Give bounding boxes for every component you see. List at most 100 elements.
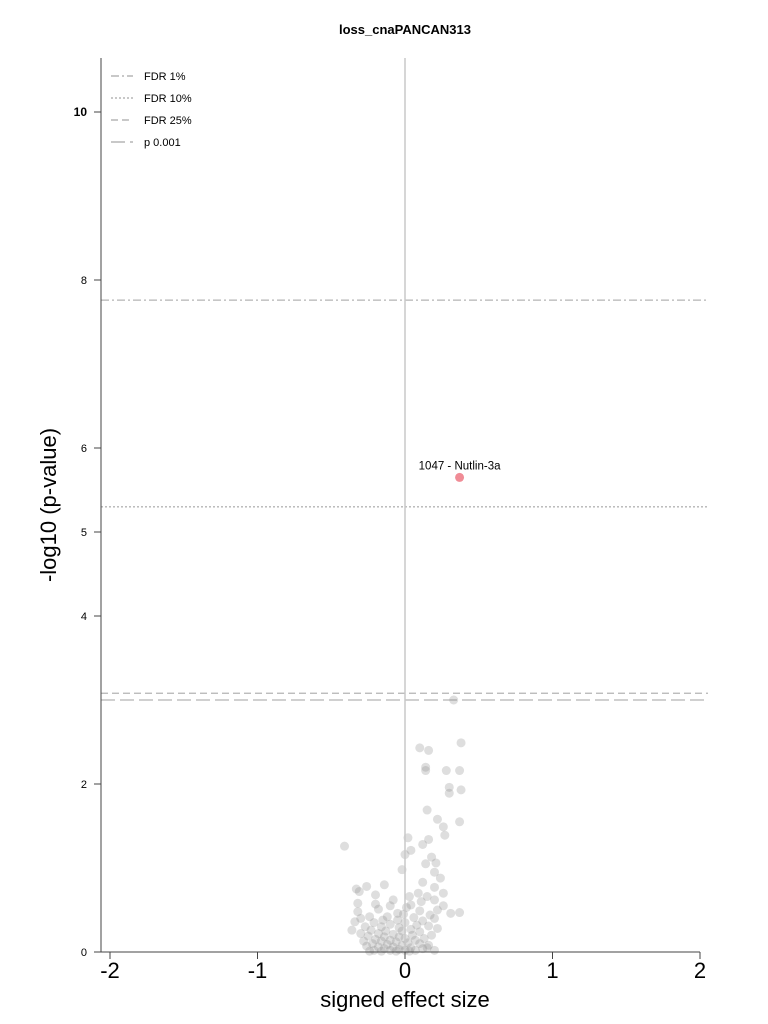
data-point	[362, 941, 372, 951]
x-axis-label: signed effect size	[320, 987, 490, 1012]
data-point	[455, 817, 465, 827]
highlight-point	[455, 472, 465, 482]
data-point	[425, 910, 435, 920]
data-point	[388, 942, 398, 952]
data-point	[381, 926, 391, 936]
data-point	[431, 858, 441, 868]
x-tick-label: 2	[694, 958, 706, 983]
data-point	[353, 898, 363, 908]
data-point	[393, 915, 403, 925]
data-point	[376, 946, 386, 956]
x-tick-label: -2	[100, 958, 120, 983]
data-point	[350, 917, 360, 927]
y-tick-label: 4	[81, 611, 87, 623]
data-point	[456, 785, 466, 795]
data-point	[412, 920, 422, 930]
y-tick-label: 0	[81, 947, 87, 959]
data-point	[359, 936, 369, 946]
data-point	[418, 877, 428, 887]
data-point	[379, 880, 389, 890]
data-point	[410, 945, 420, 955]
legend: FDR 1% FDR 10% FDR 25% p 0.001	[111, 71, 192, 149]
data-point	[406, 845, 416, 855]
data-point	[406, 943, 416, 953]
y-tick-label: 5	[81, 527, 87, 539]
data-point	[354, 887, 364, 897]
data-point	[438, 822, 448, 832]
data-point	[440, 830, 450, 840]
data-point	[430, 945, 439, 955]
data-point	[404, 892, 414, 902]
legend-label: FDR 10%	[144, 93, 192, 105]
data-point	[430, 882, 439, 892]
data-point	[444, 782, 454, 792]
data-point	[444, 788, 454, 798]
y-tick-label: 10	[74, 105, 88, 119]
data-point	[379, 932, 389, 942]
data-point	[438, 888, 448, 898]
data-point	[371, 899, 380, 909]
data-point	[385, 919, 395, 929]
data-point	[455, 908, 465, 918]
data-point	[410, 935, 420, 945]
data-point	[379, 944, 389, 954]
data-point	[432, 923, 442, 933]
data-point	[430, 913, 439, 923]
data-point	[424, 940, 434, 950]
data-point	[363, 931, 373, 941]
data-point	[373, 929, 383, 939]
data-point	[427, 930, 437, 940]
data-point	[360, 922, 370, 932]
data-point	[388, 929, 398, 939]
data-point	[449, 695, 459, 705]
data-point	[407, 930, 417, 940]
data-point	[424, 745, 434, 755]
y-tick-label: 2	[81, 779, 87, 791]
data-point	[353, 907, 363, 917]
data-point	[394, 923, 404, 933]
chart-title: loss_cnaPANCAN313	[339, 22, 471, 37]
y-axis-label: -log10 (p-value)	[36, 428, 61, 582]
data-point	[422, 943, 432, 953]
data-point	[441, 766, 451, 776]
data-point	[418, 839, 428, 849]
legend-label: p 0.001	[144, 137, 181, 149]
data-point	[418, 944, 428, 954]
data-point	[376, 936, 386, 946]
data-points	[340, 695, 466, 956]
data-point	[415, 743, 425, 753]
data-point	[388, 895, 398, 905]
data-point	[455, 766, 465, 776]
data-point	[432, 814, 442, 824]
highlight-label: 1047 - Nutlin-3a	[419, 460, 501, 472]
data-point	[356, 913, 366, 923]
data-point	[371, 934, 380, 944]
data-point	[368, 939, 378, 949]
data-point	[369, 945, 379, 955]
x-tick-label: -1	[248, 958, 268, 983]
data-point	[430, 867, 439, 877]
data-point	[432, 905, 442, 915]
legend-label: FDR 25%	[144, 115, 192, 127]
data-point	[427, 852, 437, 862]
data-point	[424, 834, 434, 844]
data-point	[362, 881, 372, 891]
data-point	[421, 762, 431, 772]
data-point	[376, 922, 386, 932]
data-point	[356, 929, 366, 939]
data-point	[418, 916, 428, 926]
data-point	[446, 908, 456, 918]
data-point	[404, 946, 414, 956]
data-point	[378, 915, 388, 925]
data-point	[421, 766, 431, 776]
data-point	[385, 935, 395, 945]
data-point	[365, 912, 375, 922]
y-tick-label: 8	[81, 275, 87, 287]
data-point	[394, 932, 404, 942]
data-point	[422, 805, 432, 815]
data-point	[393, 908, 403, 918]
x-axis-ticks: -2 -1 0 1 2	[100, 952, 706, 983]
data-point	[456, 738, 466, 748]
data-point	[391, 937, 401, 947]
